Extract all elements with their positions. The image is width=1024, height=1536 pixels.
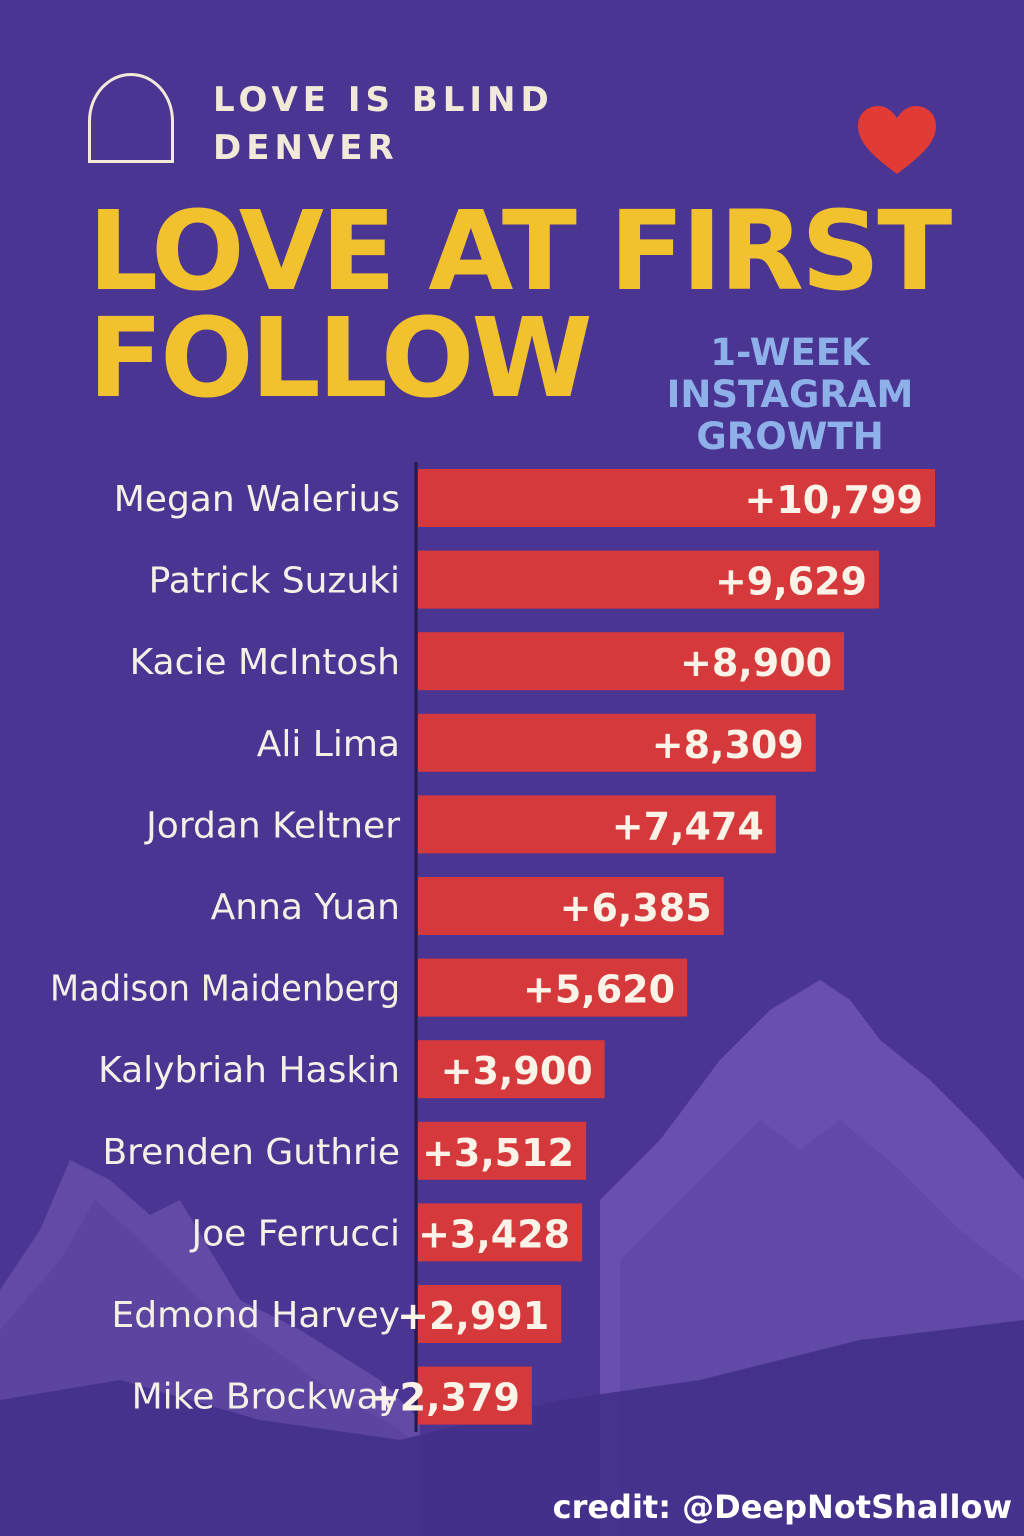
bar-11 (418, 1285, 562, 1343)
subtitle-line-2: INSTAGRAM (666, 373, 914, 416)
heart-icon (858, 106, 936, 174)
data-label-9: +3,512 (422, 1131, 574, 1175)
category-label-11: Edmond Harvey (112, 1295, 401, 1336)
bar-1 (418, 469, 935, 527)
category-label-7: Madison Maidenberg (50, 969, 400, 1010)
main-title-line-2: FOLLOW (88, 294, 593, 422)
bar-3 (418, 632, 845, 691)
category-label-4: Ali Lima (257, 724, 400, 765)
subtitle-line-1: 1-WEEK (710, 331, 870, 374)
data-label-3: +8,900 (680, 641, 832, 685)
bar-4 (418, 713, 816, 772)
data-label-5: +7,474 (612, 804, 764, 848)
bar-6 (418, 877, 724, 935)
data-label-6: +6,385 (560, 886, 712, 930)
bar-8 (418, 1040, 605, 1099)
category-label-8: Kalybriah Haskin (98, 1050, 400, 1091)
category-label-12: Mike Brockway (132, 1377, 400, 1418)
main-title-line-1: LOVE AT FIRST (88, 187, 952, 315)
category-label-3: Kacie McIntosh (130, 642, 400, 683)
bar-12 (418, 1366, 532, 1425)
data-label-11: +2,991 (397, 1294, 549, 1338)
bar-5 (418, 795, 776, 854)
data-label-8: +3,900 (441, 1049, 593, 1093)
bar-7 (418, 958, 688, 1017)
brand-line-2: DENVER (213, 128, 399, 168)
data-label-1: +10,799 (745, 478, 923, 522)
bar-9 (418, 1121, 587, 1180)
credit-text: credit: @DeepNotShallow (552, 1488, 1012, 1526)
data-label-7: +5,620 (523, 968, 675, 1012)
data-label-4: +8,309 (652, 723, 804, 767)
category-label-5: Jordan Keltner (144, 805, 400, 846)
subtitle-line-3: GROWTH (696, 415, 884, 458)
data-label-12: +2,379 (368, 1376, 520, 1420)
category-label-9: Brenden Guthrie (102, 1132, 400, 1173)
category-label-10: Joe Ferrucci (190, 1213, 401, 1254)
logo-arch-icon (88, 73, 174, 163)
category-label-2: Patrick Suzuki (149, 561, 400, 602)
chart-subtitle: 1-WEEK INSTAGRAM GROWTH (655, 332, 925, 458)
brand-line-1: LOVE IS BLIND (213, 80, 554, 120)
category-label-1: Megan Walerius (114, 479, 400, 520)
data-label-10: +3,428 (418, 1212, 570, 1256)
data-label-2: +9,629 (715, 560, 867, 604)
bar-10 (418, 1203, 583, 1262)
bar-2 (418, 550, 879, 609)
category-label-6: Anna Yuan (211, 887, 400, 928)
